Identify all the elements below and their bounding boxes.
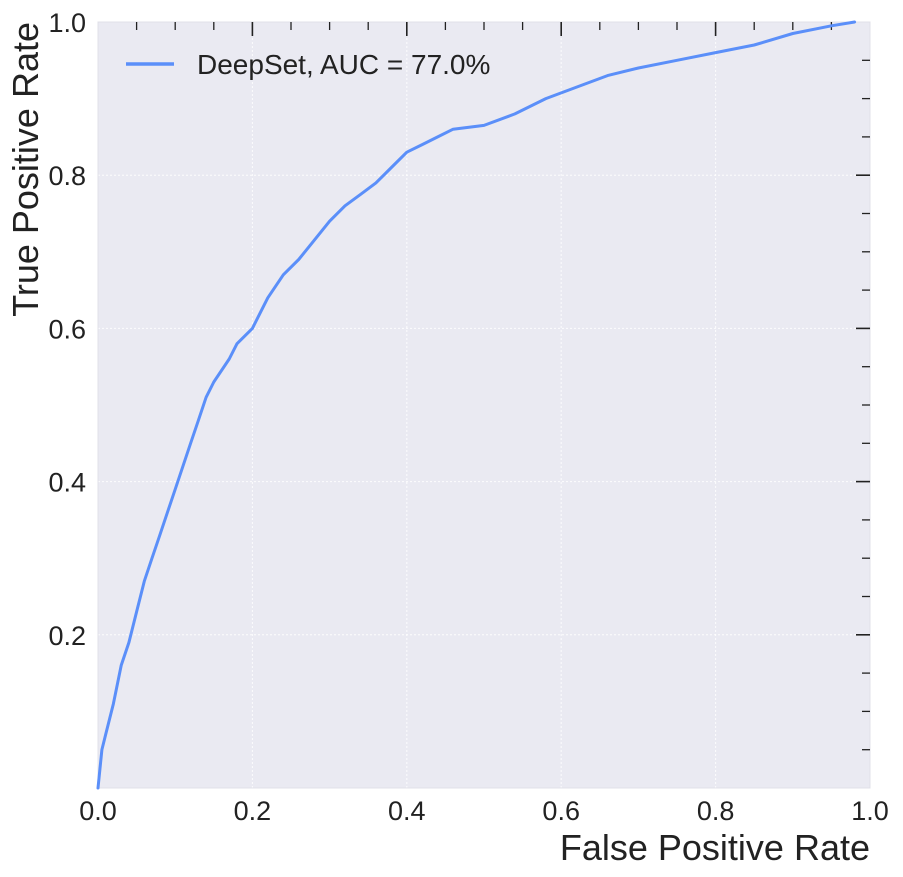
series-layer <box>96 20 857 790</box>
y-tick-label: 1.0 <box>48 8 86 38</box>
x-tick-label: 0.8 <box>697 796 735 826</box>
y-axis-title: True Positive Rate <box>5 22 46 317</box>
x-tick-label: 0.4 <box>388 796 426 826</box>
x-axis-title: False Positive Rate <box>560 827 870 868</box>
x-tick-label: 1.0 <box>851 796 889 826</box>
plot-area <box>98 22 870 788</box>
x-tick-label: 0.0 <box>79 796 117 826</box>
x-tick-label: 0.2 <box>234 796 272 826</box>
legend-label-deepset: DeepSet, AUC = 77.0% <box>197 49 490 80</box>
y-tick-label: 0.8 <box>48 161 86 191</box>
y-tick-label: 0.6 <box>48 314 86 344</box>
axis-ticks: 0.0 0.2 0.4 0.6 0.8 1.0 0.2 0.4 0.6 0.8 1.0 <box>48 8 888 826</box>
legend: DeepSet, AUC = 77.0% <box>126 49 490 80</box>
x-tick-label: 0.6 <box>542 796 580 826</box>
series-line-deepset <box>96 20 857 790</box>
y-tick-label: 0.4 <box>48 468 86 498</box>
y-tick-label: 0.2 <box>48 621 86 651</box>
